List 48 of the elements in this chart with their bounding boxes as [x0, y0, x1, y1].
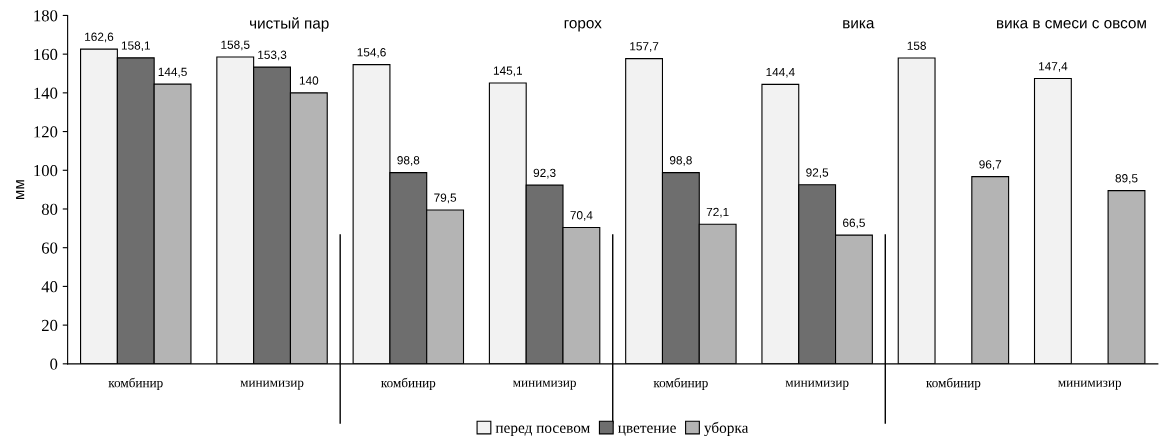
annotation: чистый пар — [250, 17, 329, 32]
data-label: 145,1 — [493, 66, 522, 77]
data-label: 140 — [299, 76, 319, 85]
legend-label: перед посевом — [495, 425, 590, 437]
data-label: 158,5 — [221, 40, 250, 51]
data-label: 70,4 — [570, 211, 593, 221]
data-label: 72,1 — [706, 207, 729, 218]
x-tick-label: комбинир — [108, 377, 163, 390]
data-label: 153,3 — [258, 50, 287, 61]
data-label: 158 — [907, 41, 926, 50]
data-label: 147,4 — [1039, 62, 1068, 72]
annotation: вика в смеси с овсом — [997, 20, 1146, 29]
data-label: 154,6 — [357, 48, 386, 58]
legend-label: уборка — [704, 421, 749, 437]
x-tick-label: минимизир — [512, 380, 576, 390]
x-tick-label: минимизир — [785, 380, 849, 390]
data-label: 92,5 — [806, 168, 829, 179]
data-label: 92,3 — [533, 168, 556, 179]
x-tick-label: минимизир — [240, 380, 304, 390]
y-tick-label: 180 — [34, 10, 58, 22]
x-tick-label: комбинир — [653, 377, 708, 390]
data-label: 162,6 — [85, 32, 114, 43]
x-tick-label: комбинир — [926, 377, 981, 390]
y-tick-label: 0 — [50, 358, 58, 370]
data-label: 158,1 — [121, 41, 150, 52]
y-tick-label: 40 — [41, 281, 58, 293]
y-tick-label: 120 — [34, 126, 58, 138]
data-label: 66,5 — [843, 218, 865, 229]
data-label: 79,5 — [434, 193, 457, 204]
legend-label: цветение — [618, 425, 676, 436]
y-tick-label: 160 — [34, 48, 58, 61]
x-tick-label: минимизир — [1058, 380, 1122, 390]
y-tick-label: 80 — [41, 203, 58, 215]
annotation: вика — [843, 20, 875, 29]
x-tick-label: комбинир — [381, 377, 436, 390]
data-label: 98,8 — [397, 156, 420, 166]
y-tick-label: 20 — [41, 319, 58, 332]
y-tick-label: 140 — [34, 87, 58, 99]
y-tick-label: 100 — [34, 164, 58, 177]
data-label: 144,4 — [766, 67, 795, 78]
data-label: 89,5 — [1115, 174, 1138, 184]
data-label: 157,7 — [630, 42, 659, 52]
annotation: горох — [564, 20, 602, 32]
data-label: 96,7 — [979, 160, 1002, 170]
y-axis-title: мм — [16, 180, 25, 200]
data-label: 144,5 — [158, 67, 187, 78]
data-label: 98,8 — [669, 156, 692, 166]
y-tick-label: 60 — [41, 242, 58, 254]
